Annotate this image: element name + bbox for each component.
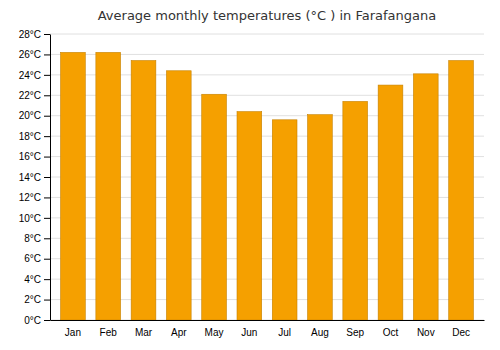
tick-mark xyxy=(44,136,50,137)
tick-label: 0°C xyxy=(24,315,41,326)
bar xyxy=(413,74,438,320)
axis-line xyxy=(50,35,51,321)
bar xyxy=(237,112,262,320)
tick: 10°C xyxy=(19,213,50,224)
bar xyxy=(61,52,86,320)
y-axis: 0°C 2°C 4°C 6°C 8°C 10°C 12°C 14°C 16°C 18°C 20°C 2… xyxy=(19,29,51,326)
tick-mark xyxy=(44,95,50,96)
tick: Jul xyxy=(278,327,291,338)
tick-label: 18°C xyxy=(19,131,41,142)
tick-label: 2°C xyxy=(24,294,41,305)
bar xyxy=(96,52,121,320)
tick-label: 28°C xyxy=(19,29,41,40)
tick-mark xyxy=(44,197,50,198)
axis-line xyxy=(51,320,485,321)
tick-label: 26°C xyxy=(19,49,41,60)
tick-mark xyxy=(44,218,50,219)
tick: 20°C xyxy=(19,110,50,121)
tick-label: Aug xyxy=(311,327,329,338)
bar xyxy=(272,120,297,320)
tick: Aug xyxy=(311,327,329,338)
tick: Mar xyxy=(135,327,153,338)
tick: Jun xyxy=(241,327,257,338)
tick-label: Jul xyxy=(278,327,291,338)
bars xyxy=(61,52,474,320)
tick: 12°C xyxy=(19,192,50,203)
bar xyxy=(202,94,227,320)
tick: May xyxy=(205,327,224,338)
tick-label: Sep xyxy=(346,327,364,338)
tick: 24°C xyxy=(19,70,50,81)
bar xyxy=(343,101,368,320)
tick-label: Dec xyxy=(452,327,470,338)
tick-label: Nov xyxy=(417,327,435,338)
tick: 4°C xyxy=(24,274,50,285)
tick: 14°C xyxy=(19,172,50,183)
tick-label: 16°C xyxy=(19,151,41,162)
tick: 28°C xyxy=(19,29,50,40)
tick-label: Apr xyxy=(171,327,187,338)
chart: Average monthly temperatures (°C ) in Fa… xyxy=(0,0,500,350)
tick: 18°C xyxy=(19,131,50,142)
tick-mark xyxy=(44,34,50,35)
tick-label: Feb xyxy=(100,327,118,338)
tick: Oct xyxy=(383,327,399,338)
title: Average monthly temperatures (°C ) in Fa… xyxy=(98,8,437,23)
tick: 0°C xyxy=(24,315,50,326)
bar xyxy=(308,115,333,320)
tick: 22°C xyxy=(19,90,50,101)
tick-label: Mar xyxy=(135,327,153,338)
tick-label: 12°C xyxy=(19,192,41,203)
tick: Nov xyxy=(417,327,435,338)
tick-label: 14°C xyxy=(19,172,41,183)
tick: Feb xyxy=(100,327,118,338)
tick-label: May xyxy=(205,327,224,338)
tick-label: 24°C xyxy=(19,70,41,81)
x-axis: Jan Feb Mar Apr May Jun Jul Aug Sep Oct Nov Dec xyxy=(51,321,485,339)
tick-label: Jan xyxy=(65,327,81,338)
tick-label: Oct xyxy=(383,327,399,338)
tick-mark xyxy=(44,320,50,321)
tick: 16°C xyxy=(19,151,50,162)
tick-mark xyxy=(44,238,50,239)
grid-line xyxy=(50,34,484,35)
tick-mark xyxy=(44,259,50,260)
tick-label: 20°C xyxy=(19,110,41,121)
tick-mark xyxy=(44,157,50,158)
tick-mark xyxy=(44,279,50,280)
tick: Sep xyxy=(346,327,364,338)
tick: 2°C xyxy=(24,294,50,305)
bar xyxy=(166,71,191,320)
tick: Jan xyxy=(65,327,81,338)
tick-label: 10°C xyxy=(19,213,41,224)
tick-label: 4°C xyxy=(24,274,41,285)
tick-mark xyxy=(44,177,50,178)
tick-mark xyxy=(44,116,50,117)
tick-label: 6°C xyxy=(24,253,41,264)
tick-label: 8°C xyxy=(24,233,41,244)
tick: Apr xyxy=(171,327,187,338)
tick: Dec xyxy=(452,327,470,338)
tick-mark xyxy=(44,54,50,55)
bar xyxy=(131,61,156,320)
plot: Jan Feb Mar Apr May Jun Jul Aug Sep Oct Nov Dec 0°C 2… xyxy=(19,29,485,338)
tick: 8°C xyxy=(24,233,50,244)
tick-mark xyxy=(44,75,50,76)
grid xyxy=(50,34,484,320)
tick-mark xyxy=(44,300,50,301)
tick: 26°C xyxy=(19,49,50,60)
bar xyxy=(378,85,403,320)
tick: 6°C xyxy=(24,253,50,264)
bar xyxy=(449,61,474,320)
tick-label: Jun xyxy=(241,327,257,338)
tick-label: 22°C xyxy=(19,90,41,101)
